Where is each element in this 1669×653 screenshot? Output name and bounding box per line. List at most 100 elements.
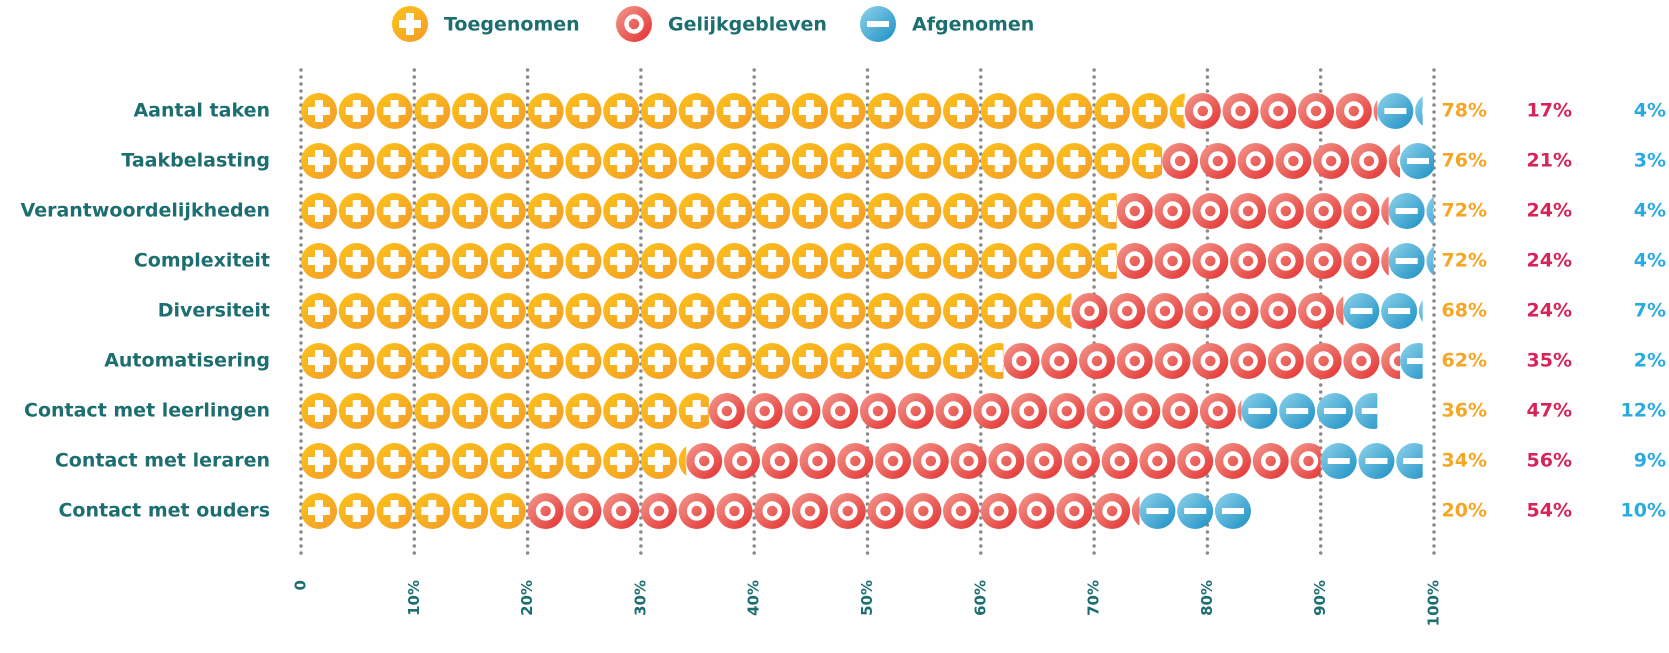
value-label: 34% xyxy=(1442,450,1487,472)
icon xyxy=(338,343,375,379)
icon xyxy=(301,93,337,129)
icon xyxy=(830,493,866,529)
icon xyxy=(1079,343,1115,379)
icon xyxy=(1298,93,1334,129)
icon xyxy=(678,93,715,129)
icon xyxy=(1011,393,1047,429)
icon xyxy=(1109,293,1145,329)
value-label: 12% xyxy=(1621,400,1666,422)
icon xyxy=(1238,143,1274,179)
icon xyxy=(414,393,451,429)
icon xyxy=(640,93,677,129)
icon xyxy=(527,443,564,479)
icon xyxy=(860,393,896,429)
icon xyxy=(376,443,413,479)
icon xyxy=(867,343,904,379)
value-label: 78% xyxy=(1442,100,1487,122)
icon xyxy=(1230,343,1266,379)
icon xyxy=(527,243,564,279)
icon xyxy=(1056,243,1093,279)
icon xyxy=(641,493,677,529)
icon xyxy=(603,343,640,379)
value-label: 20% xyxy=(1442,500,1487,522)
icon xyxy=(1117,243,1153,279)
bar-segment xyxy=(528,493,1168,529)
icon xyxy=(1279,393,1316,429)
icon xyxy=(829,293,866,329)
icon xyxy=(943,193,980,229)
icon xyxy=(709,393,745,429)
icon xyxy=(980,193,1017,229)
icon xyxy=(489,93,526,129)
value-label: 47% xyxy=(1527,400,1572,422)
icon xyxy=(762,443,798,479)
bar-segment xyxy=(1071,293,1371,329)
icon xyxy=(565,493,601,529)
bar-segment xyxy=(1343,293,1423,329)
category-label: Aantal taken xyxy=(133,100,270,122)
legend-label: Gelijkgebleven xyxy=(668,14,827,36)
icon xyxy=(1018,93,1055,129)
x-tick-label: 80% xyxy=(1198,580,1216,616)
icon xyxy=(489,193,526,229)
icon xyxy=(1192,343,1228,379)
icon xyxy=(1268,193,1304,229)
icon xyxy=(527,343,564,379)
icon xyxy=(867,93,904,129)
icon xyxy=(980,293,1017,329)
icon xyxy=(867,293,904,329)
icon xyxy=(1268,343,1304,379)
icon xyxy=(678,343,715,379)
value-label: 76% xyxy=(1442,150,1487,172)
icon xyxy=(1358,443,1395,479)
icon xyxy=(603,393,640,429)
icon xyxy=(489,443,526,479)
x-tick-label: 50% xyxy=(858,580,876,616)
icon xyxy=(1306,243,1342,279)
icon xyxy=(1351,143,1387,179)
icon xyxy=(452,393,489,429)
icon xyxy=(1377,93,1414,129)
legend-icon xyxy=(616,6,652,42)
icon xyxy=(527,193,564,229)
icon xyxy=(301,343,337,379)
icon xyxy=(791,143,828,179)
icon xyxy=(1192,193,1228,229)
category-label: Complexiteit xyxy=(134,250,270,272)
icon xyxy=(973,393,1009,429)
icon xyxy=(716,343,753,379)
icon xyxy=(1214,493,1251,529)
icon xyxy=(754,493,790,529)
icon xyxy=(565,93,602,129)
icon xyxy=(1396,443,1423,479)
icon xyxy=(754,193,791,229)
icon xyxy=(791,243,828,279)
icon xyxy=(1056,93,1093,129)
icon xyxy=(754,243,791,279)
icon xyxy=(829,193,866,229)
icon xyxy=(754,293,791,329)
icon xyxy=(527,93,564,129)
icon xyxy=(1381,293,1418,329)
icon xyxy=(1147,293,1183,329)
icon xyxy=(905,93,942,129)
icon xyxy=(1260,93,1296,129)
icon xyxy=(1343,243,1379,279)
icon xyxy=(640,243,677,279)
icon xyxy=(943,243,980,279)
icon xyxy=(1071,293,1107,329)
value-label: 10% xyxy=(1621,500,1666,522)
icon xyxy=(1087,393,1123,429)
bar-segment xyxy=(301,443,687,479)
icon xyxy=(414,243,451,279)
icon xyxy=(376,93,413,129)
icon xyxy=(1185,293,1221,329)
icon xyxy=(338,143,375,179)
legend-icon xyxy=(392,6,428,42)
icon xyxy=(791,293,828,329)
value-label: 4% xyxy=(1634,100,1666,122)
icon xyxy=(527,293,564,329)
icon xyxy=(678,293,715,329)
icon xyxy=(980,243,1017,279)
value-label: 7% xyxy=(1634,300,1666,322)
